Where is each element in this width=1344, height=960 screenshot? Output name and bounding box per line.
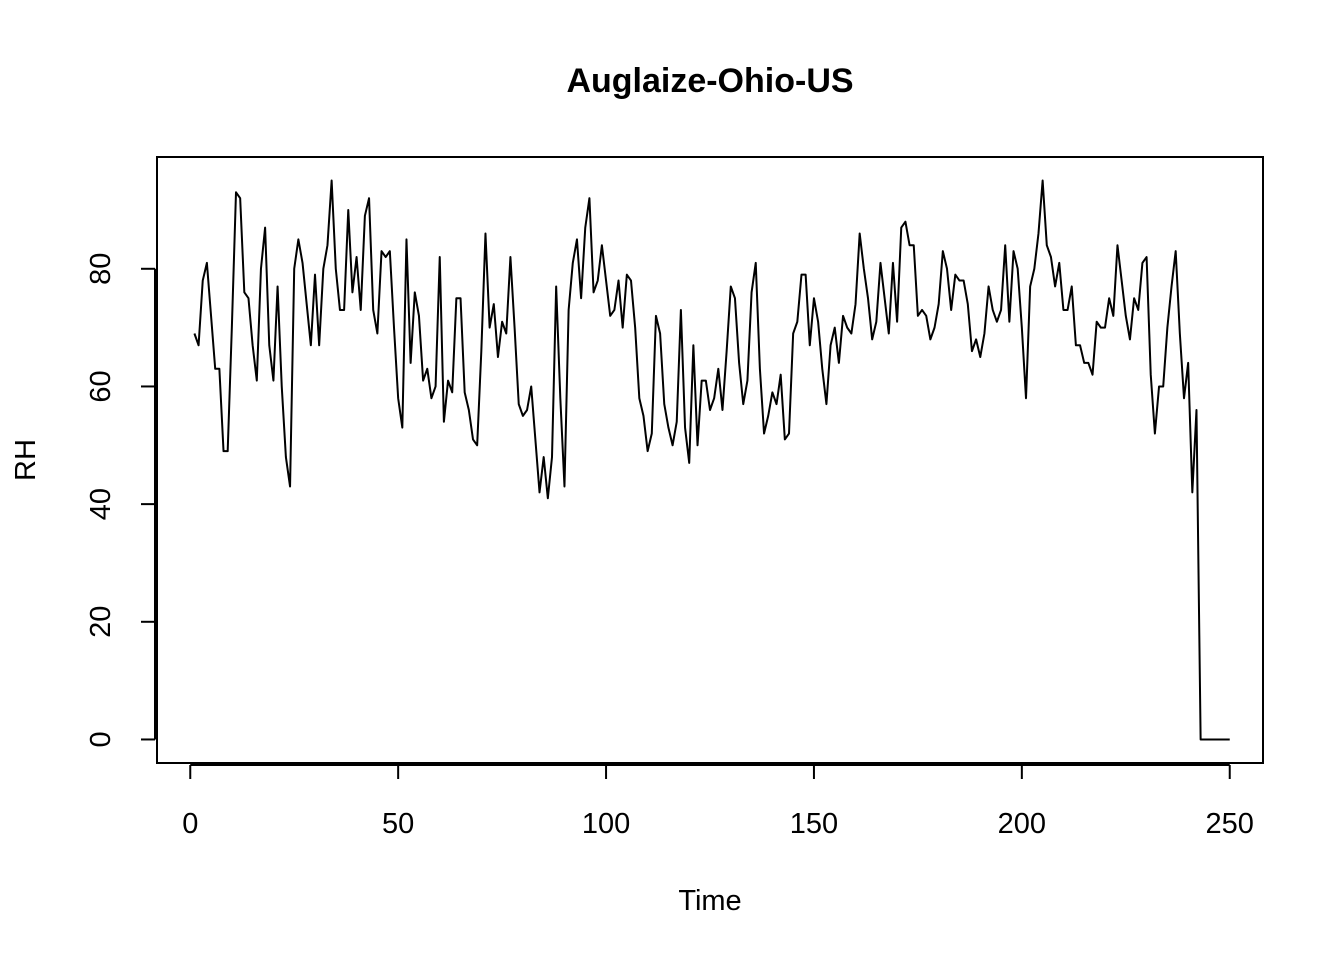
x-axis-label: Time [678, 885, 741, 917]
x-tick-label: 100 [582, 808, 630, 840]
series-line [193, 179, 1230, 741]
chart-title: Auglaize-Ohio-US [566, 62, 853, 100]
x-tick-label: 150 [790, 808, 838, 840]
x-axis: 0 50 100 150 200 250 [182, 764, 1254, 840]
y-tick-label: 80 [85, 253, 117, 285]
y-tick-label: 40 [85, 488, 117, 520]
y-axis-label: RH [10, 439, 42, 481]
x-tick-label: 50 [382, 808, 414, 840]
y-axis: 0 20 40 60 80 [85, 253, 156, 748]
x-tick-label: 0 [182, 808, 198, 840]
x-tick-label: 200 [998, 808, 1046, 840]
plot-frame [156, 156, 1264, 764]
y-tick-label: 0 [85, 731, 117, 747]
y-tick-label: 20 [85, 606, 117, 638]
y-tick-label: 60 [85, 370, 117, 402]
x-tick-label: 250 [1206, 808, 1254, 840]
